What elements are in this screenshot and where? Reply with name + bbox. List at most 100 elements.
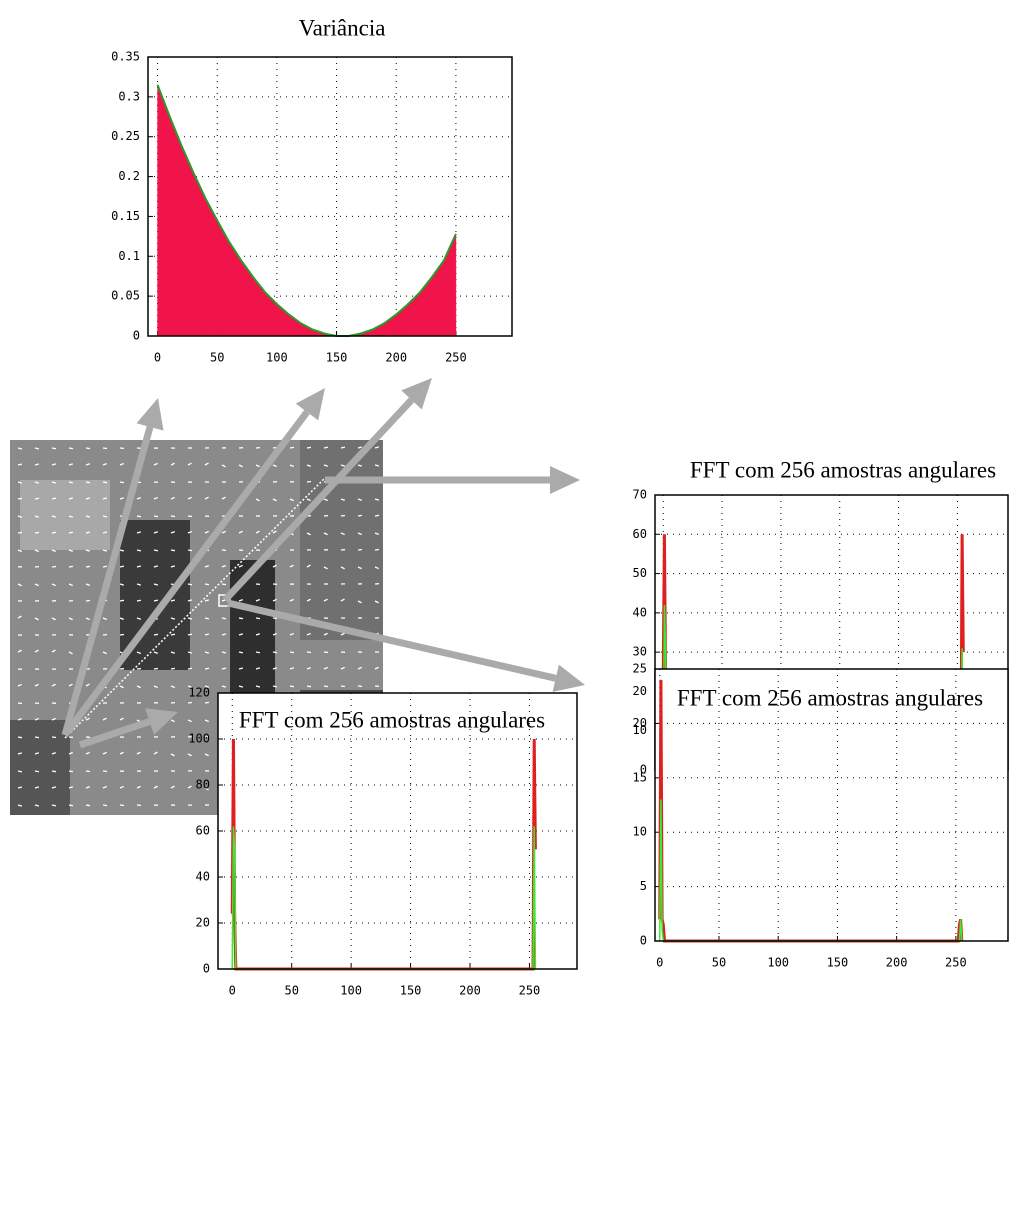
x-tick-label: 0 — [229, 984, 236, 998]
y-tick-label: 0 — [133, 329, 140, 343]
vector — [273, 652, 277, 653]
vector — [222, 584, 226, 585]
vector — [35, 737, 39, 738]
vector — [103, 566, 107, 567]
vector — [69, 448, 73, 449]
y-tick-label: 80 — [196, 778, 210, 792]
vector — [256, 652, 260, 653]
vector — [69, 532, 73, 533]
vector — [154, 600, 158, 601]
vector — [188, 668, 192, 669]
y-tick-label: 100 — [188, 732, 210, 746]
image-region — [20, 480, 110, 550]
vector — [86, 448, 90, 449]
vector — [103, 516, 107, 517]
y-tick-label: 0.2 — [118, 169, 140, 183]
area-segment — [181, 145, 193, 336]
vector — [188, 584, 192, 585]
vector — [137, 550, 141, 551]
y-tick-label: 0.15 — [111, 209, 140, 223]
y-tick-label: 30 — [633, 645, 647, 659]
x-tick-label: 50 — [284, 984, 298, 998]
y-tick-label: 15 — [633, 770, 647, 784]
x-tick-label: 250 — [445, 351, 467, 365]
vector — [290, 447, 294, 448]
x-tick-label: 200 — [385, 351, 407, 365]
y-tick-label: 50 — [633, 566, 647, 580]
vector — [222, 668, 226, 669]
y-tick-label: 70 — [633, 488, 647, 502]
vector — [375, 515, 379, 516]
vector — [341, 447, 345, 448]
vector — [35, 498, 39, 499]
vector — [137, 516, 141, 517]
vector — [18, 771, 22, 772]
vector — [205, 618, 209, 619]
y-tick-label: 5 — [640, 879, 647, 893]
chart-title: Variância — [299, 15, 386, 40]
y-tick-label: 0.35 — [111, 50, 140, 64]
arrow-head — [553, 665, 585, 692]
vector — [18, 498, 22, 499]
chart-title: FFT com 256 amostras angulares — [677, 685, 983, 710]
y-tick-label: 20 — [196, 916, 210, 930]
area-segment — [169, 116, 181, 336]
vector — [171, 668, 175, 669]
vector — [120, 482, 124, 483]
vector — [52, 805, 56, 806]
y-tick-label: 120 — [188, 686, 210, 700]
vector — [188, 634, 192, 635]
x-tick-label: 50 — [210, 351, 224, 365]
vector — [35, 532, 39, 533]
vector — [358, 515, 362, 516]
vector — [188, 550, 192, 551]
x-tick-label: 50 — [712, 956, 726, 970]
vector — [307, 686, 311, 687]
vector — [273, 686, 277, 687]
vector — [137, 600, 141, 601]
x-tick-label: 0 — [656, 956, 663, 970]
chart-title: FFT com 256 amostras angulares — [239, 707, 545, 732]
y-tick-label: 10 — [633, 825, 647, 839]
vector — [103, 805, 107, 806]
area-segment — [193, 173, 205, 336]
vector — [171, 550, 175, 551]
x-tick-label: 150 — [827, 956, 849, 970]
vector — [120, 600, 124, 601]
vector — [324, 686, 328, 687]
vector — [86, 805, 90, 806]
y-tick-label: 60 — [196, 824, 210, 838]
vector — [239, 652, 243, 653]
y-tick-label: 25 — [633, 662, 647, 676]
vector — [35, 771, 39, 772]
x-tick-label: 100 — [340, 984, 362, 998]
vector — [290, 652, 294, 653]
vector — [256, 618, 260, 619]
x-tick-label: 150 — [326, 351, 348, 365]
y-tick-label: 0 — [203, 962, 210, 976]
vector — [154, 516, 158, 517]
vector — [52, 771, 56, 772]
plot-background — [218, 693, 577, 969]
vector — [205, 584, 209, 585]
y-tick-label: 60 — [633, 527, 647, 541]
y-tick-label: 0 — [640, 934, 647, 948]
y-tick-label: 0.05 — [111, 289, 140, 303]
x-tick-label: 100 — [767, 956, 789, 970]
x-tick-label: 250 — [945, 956, 967, 970]
vector — [69, 482, 73, 483]
vector — [307, 447, 311, 448]
vector — [154, 634, 158, 635]
vector — [18, 464, 22, 465]
vector — [205, 668, 209, 669]
vector — [239, 618, 243, 619]
y-tick-label: 20 — [633, 716, 647, 730]
vector — [86, 532, 90, 533]
vector — [52, 498, 56, 499]
x-tick-label: 200 — [886, 956, 908, 970]
vector — [222, 618, 226, 619]
vector — [290, 686, 294, 687]
